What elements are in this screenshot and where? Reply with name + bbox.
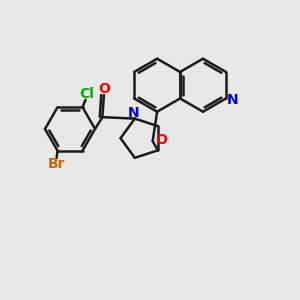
Text: Cl: Cl (80, 87, 94, 101)
Text: N: N (226, 93, 238, 107)
Text: N: N (128, 106, 139, 120)
Text: O: O (155, 133, 167, 147)
Text: Br: Br (47, 157, 65, 171)
Text: O: O (98, 82, 110, 96)
